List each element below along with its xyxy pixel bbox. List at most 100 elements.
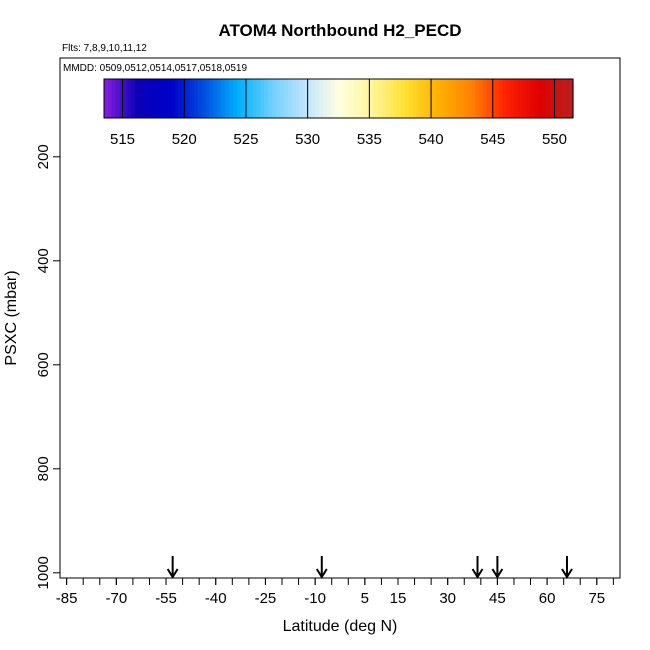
sample-marker	[612, 191, 620, 200]
colorbar-swatch	[561, 79, 566, 118]
colorbar-swatch	[174, 79, 179, 118]
colorbar-swatch	[107, 79, 113, 118]
flights-note: Flts: 7,8,9,10,11,12	[62, 43, 147, 54]
colorbar-swatch	[381, 79, 386, 118]
colorbar-swatch	[522, 79, 527, 118]
colorbar-swatch	[326, 79, 332, 118]
colorbar-swatch	[526, 79, 531, 118]
colorbar-swatch	[307, 79, 312, 118]
colorbar-swatch	[358, 79, 363, 118]
colorbar-swatch	[397, 79, 402, 118]
y-tick-label: 200	[35, 144, 52, 169]
colorbar-swatch	[510, 79, 515, 118]
colorbar-swatch	[311, 79, 316, 118]
colorbar-swatch	[553, 79, 558, 118]
y-tick-label: 400	[35, 248, 52, 273]
y-tick-label: 800	[35, 456, 52, 481]
colorbar-swatch	[303, 79, 308, 118]
colorbar-swatch	[432, 79, 437, 118]
flight-arrow-head	[561, 568, 573, 579]
colorbar-swatch	[123, 79, 129, 118]
y-tick-label: 1000	[35, 556, 52, 589]
colorbar-swatch	[475, 79, 480, 118]
colorbar-swatch	[346, 79, 351, 118]
colorbar-tick-label: 525	[233, 131, 258, 148]
colorbar-swatch	[494, 79, 500, 118]
colorbar-swatch	[221, 79, 226, 118]
colorbar-swatch	[315, 79, 320, 118]
colorbar-tick-label: 535	[357, 131, 382, 148]
flight-arrow-head	[315, 568, 328, 579]
colorbar-swatch	[127, 79, 132, 118]
colorbar-swatch	[287, 79, 293, 118]
colorbar-swatch	[162, 79, 168, 118]
colorbar-tick-label: 515	[110, 131, 135, 148]
colorbar-swatch	[229, 79, 234, 118]
colorbar-swatch	[447, 79, 453, 118]
colorbar-swatch	[389, 79, 394, 118]
colorbar-swatch	[166, 79, 172, 118]
colorbar-swatch	[557, 79, 562, 118]
colorbar-frame	[103, 78, 574, 119]
colorbar-swatch	[541, 79, 547, 118]
colorbar-swatch	[565, 79, 570, 118]
colorbar-swatch	[291, 79, 297, 118]
colorbar-swatch	[189, 79, 195, 118]
dates-note: MMDD: 0509,0512,0514,0517,0518,0519	[63, 63, 247, 74]
colorbar-swatch	[236, 79, 242, 118]
colorbar-swatch	[467, 79, 472, 118]
colorbar-swatch	[518, 79, 523, 118]
colorbar-swatch	[440, 79, 445, 118]
colorbar-swatch	[350, 79, 355, 118]
colorbar-swatch	[506, 79, 512, 118]
x-tick-label: 15	[390, 590, 407, 607]
colorbar-swatch	[248, 79, 254, 118]
sample-marker	[417, 568, 426, 577]
colorbar-swatch	[342, 79, 347, 118]
colorbar-swatch	[455, 79, 461, 118]
colorbar-swatch	[186, 79, 191, 118]
x-tick-label: 45	[489, 590, 506, 607]
colorbar-swatch	[338, 79, 344, 118]
colorbar-swatch	[264, 79, 269, 118]
colorbar-swatch	[209, 79, 215, 118]
colorbar-swatch	[275, 79, 281, 118]
colorbar-tick-label: 520	[172, 131, 197, 148]
colorbar-swatch	[545, 79, 551, 118]
sample-marker	[500, 155, 509, 164]
colorbar-swatch	[217, 79, 222, 118]
colorbar-swatch	[385, 79, 390, 118]
colorbar-swatch	[549, 79, 555, 118]
colorbar-swatch	[424, 79, 429, 118]
axes: -85 -70 -55 -40 -25 -10 5 15 30 45 60 7520040060080…	[35, 57, 621, 607]
colorbar-swatch	[354, 79, 359, 118]
chart-title: ATOM4 Northbound H2_PECD	[218, 21, 461, 40]
colorbar-swatch	[283, 79, 289, 118]
x-tick-label: -85	[56, 590, 78, 607]
colorbar-swatch	[471, 79, 476, 118]
colorbar-swatch	[213, 79, 218, 118]
colorbar-swatch	[377, 79, 383, 118]
colorbar: 515 520 525 530 535 540 545 550	[103, 78, 574, 148]
colorbar-tick-label: 550	[542, 131, 567, 148]
flight-arrow-head	[491, 568, 504, 579]
colorbar-swatch	[436, 79, 441, 118]
colorbar-swatch	[318, 79, 324, 118]
colorbar-swatch	[408, 79, 414, 118]
colorbar-swatch	[178, 79, 183, 118]
colorbar-swatch	[111, 79, 117, 118]
x-tick-label: -55	[155, 590, 177, 607]
colorbar-swatch	[361, 79, 367, 118]
colorbar-swatch	[131, 79, 136, 118]
colorbar-swatch	[252, 79, 258, 118]
colorbar-tick-label: 545	[480, 131, 505, 148]
colorbar-swatch	[451, 79, 457, 118]
sample-marker	[579, 561, 588, 569]
colorbar-swatch	[154, 79, 160, 118]
colorbar-swatch	[569, 79, 574, 118]
colorbar-swatch	[514, 79, 519, 118]
x-tick-label: -10	[304, 590, 326, 607]
colorbar-swatch	[483, 79, 488, 118]
colorbar-swatch	[197, 79, 203, 118]
